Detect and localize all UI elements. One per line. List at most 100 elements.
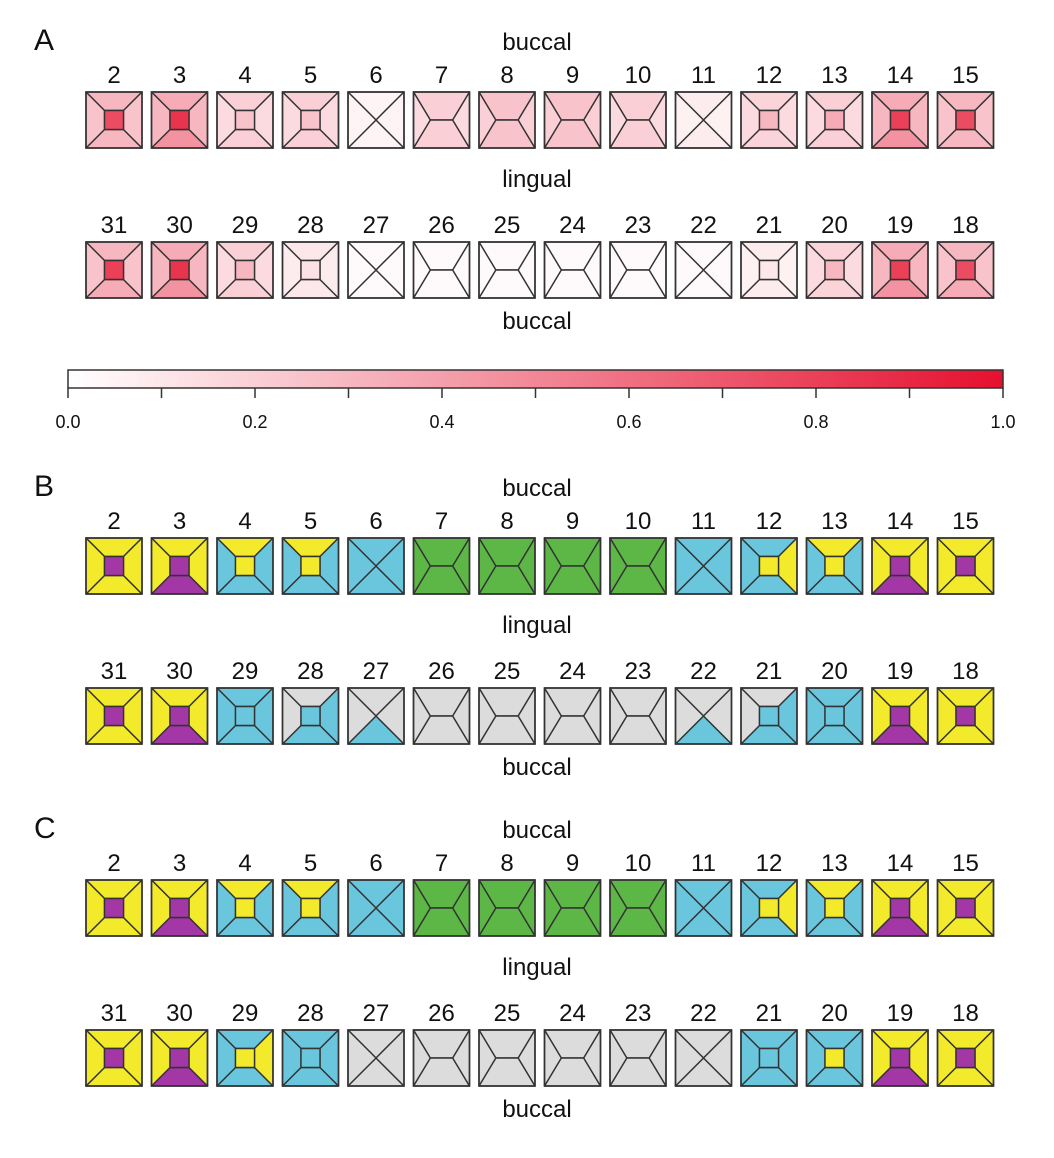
tooth-30[interactable]: [150, 687, 209, 745]
tooth-21[interactable]: [740, 687, 798, 745]
tooth-20-occlusal-surface[interactable]: [824, 705, 845, 727]
tooth-19-occlusal-surface[interactable]: [889, 259, 911, 281]
tooth-5[interactable]: [281, 91, 340, 149]
tooth-4[interactable]: [216, 91, 274, 149]
tooth-28[interactable]: [281, 241, 340, 299]
tooth-10[interactable]: [609, 537, 667, 595]
tooth-23[interactable]: [609, 1029, 667, 1087]
tooth-2-occlusal-surface[interactable]: [103, 897, 125, 919]
tooth-18-occlusal-surface[interactable]: [955, 1047, 976, 1069]
tooth-5-occlusal-surface[interactable]: [300, 897, 321, 919]
tooth-20-occlusal-surface[interactable]: [824, 259, 845, 281]
tooth-20-occlusal-surface[interactable]: [824, 1047, 845, 1069]
tooth-5-occlusal-surface[interactable]: [300, 555, 321, 577]
tooth-7[interactable]: [412, 91, 471, 149]
tooth-18-occlusal-surface[interactable]: [955, 259, 976, 281]
tooth-31[interactable]: [85, 687, 143, 745]
tooth-31[interactable]: [85, 241, 143, 299]
tooth-5-occlusal-surface[interactable]: [300, 109, 321, 131]
tooth-14-occlusal-surface[interactable]: [889, 109, 911, 131]
tooth-2-occlusal-surface[interactable]: [103, 555, 125, 577]
tooth-4[interactable]: [216, 879, 274, 937]
tooth-18[interactable]: [936, 687, 995, 745]
tooth-30[interactable]: [150, 1029, 209, 1087]
tooth-13[interactable]: [805, 537, 864, 595]
tooth-28-occlusal-surface[interactable]: [300, 259, 321, 281]
tooth-2[interactable]: [85, 879, 143, 937]
tooth-2[interactable]: [85, 91, 143, 149]
tooth-22[interactable]: [674, 687, 733, 745]
tooth-21-occlusal-surface[interactable]: [758, 705, 780, 727]
tooth-14[interactable]: [871, 91, 929, 149]
tooth-11[interactable]: [674, 91, 733, 149]
tooth-27[interactable]: [347, 1029, 405, 1087]
tooth-28-occlusal-surface[interactable]: [300, 705, 321, 727]
tooth-12[interactable]: [740, 91, 798, 149]
tooth-18-occlusal-surface[interactable]: [955, 705, 976, 727]
tooth-31-occlusal-surface[interactable]: [103, 259, 125, 281]
tooth-6[interactable]: [347, 537, 405, 595]
tooth-19[interactable]: [871, 1029, 929, 1087]
tooth-29[interactable]: [216, 1029, 274, 1087]
tooth-3[interactable]: [150, 91, 209, 149]
tooth-4-occlusal-surface[interactable]: [234, 109, 256, 131]
tooth-20[interactable]: [805, 241, 864, 299]
tooth-12-occlusal-surface[interactable]: [758, 897, 780, 919]
tooth-29[interactable]: [216, 241, 274, 299]
tooth-29-occlusal-surface[interactable]: [234, 1047, 256, 1069]
tooth-30-occlusal-surface[interactable]: [169, 705, 190, 727]
tooth-15-occlusal-surface[interactable]: [955, 109, 976, 131]
tooth-3[interactable]: [150, 879, 209, 937]
tooth-13[interactable]: [805, 91, 864, 149]
tooth-15-occlusal-surface[interactable]: [955, 555, 976, 577]
tooth-31[interactable]: [85, 1029, 143, 1087]
tooth-22[interactable]: [674, 1029, 733, 1087]
tooth-3-occlusal-surface[interactable]: [169, 897, 190, 919]
tooth-8[interactable]: [478, 91, 536, 149]
tooth-26[interactable]: [412, 1029, 471, 1087]
tooth-23[interactable]: [609, 687, 667, 745]
tooth-12[interactable]: [740, 879, 798, 937]
tooth-25[interactable]: [478, 687, 536, 745]
tooth-9[interactable]: [543, 91, 602, 149]
tooth-26[interactable]: [412, 241, 471, 299]
tooth-11[interactable]: [674, 537, 733, 595]
tooth-13[interactable]: [805, 879, 864, 937]
tooth-7[interactable]: [412, 879, 471, 937]
tooth-30-occlusal-surface[interactable]: [169, 259, 190, 281]
tooth-24[interactable]: [543, 241, 602, 299]
tooth-23[interactable]: [609, 241, 667, 299]
tooth-10[interactable]: [609, 879, 667, 937]
tooth-8[interactable]: [478, 537, 536, 595]
tooth-31-occlusal-surface[interactable]: [103, 705, 125, 727]
tooth-19-occlusal-surface[interactable]: [889, 705, 911, 727]
tooth-7[interactable]: [412, 537, 471, 595]
tooth-28[interactable]: [281, 687, 340, 745]
tooth-15-occlusal-surface[interactable]: [955, 897, 976, 919]
tooth-27[interactable]: [347, 687, 405, 745]
tooth-14-occlusal-surface[interactable]: [889, 897, 911, 919]
tooth-12-occlusal-surface[interactable]: [758, 109, 780, 131]
tooth-31-occlusal-surface[interactable]: [103, 1047, 125, 1069]
tooth-21-occlusal-surface[interactable]: [758, 1047, 780, 1069]
tooth-12[interactable]: [740, 537, 798, 595]
tooth-28-occlusal-surface[interactable]: [300, 1047, 321, 1069]
tooth-13-occlusal-surface[interactable]: [824, 109, 845, 131]
tooth-28[interactable]: [281, 1029, 340, 1087]
tooth-30-occlusal-surface[interactable]: [169, 1047, 190, 1069]
tooth-2[interactable]: [85, 537, 143, 595]
tooth-6[interactable]: [347, 879, 405, 937]
tooth-11[interactable]: [674, 879, 733, 937]
tooth-29-occlusal-surface[interactable]: [234, 705, 256, 727]
tooth-19-occlusal-surface[interactable]: [889, 1047, 911, 1069]
tooth-14[interactable]: [871, 537, 929, 595]
tooth-21[interactable]: [740, 1029, 798, 1087]
tooth-26[interactable]: [412, 687, 471, 745]
tooth-21-occlusal-surface[interactable]: [758, 259, 780, 281]
tooth-4-occlusal-surface[interactable]: [234, 555, 256, 577]
tooth-24[interactable]: [543, 1029, 602, 1087]
tooth-14-occlusal-surface[interactable]: [889, 555, 911, 577]
tooth-13-occlusal-surface[interactable]: [824, 555, 845, 577]
tooth-20[interactable]: [805, 687, 864, 745]
tooth-18[interactable]: [936, 1029, 995, 1087]
